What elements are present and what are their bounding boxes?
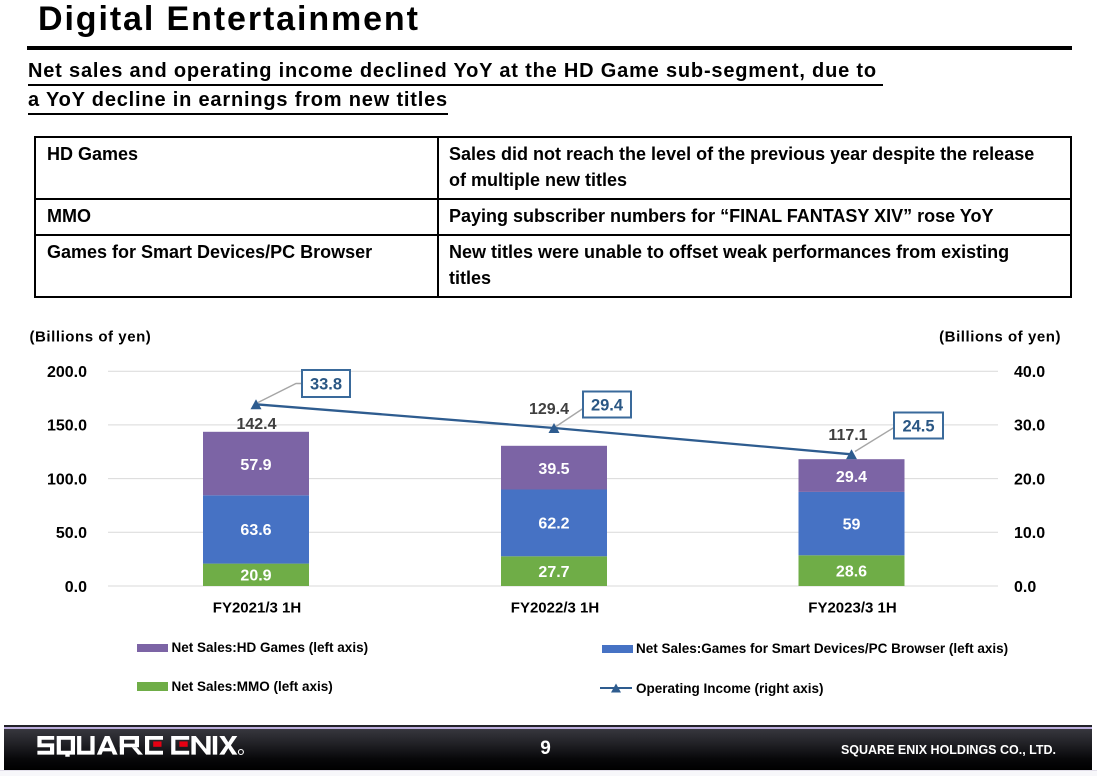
svg-text:27.7: 27.7	[538, 564, 569, 581]
svg-text:150.0: 150.0	[47, 418, 87, 435]
svg-text:59: 59	[843, 516, 861, 533]
svg-text:FY2022/3 1H: FY2022/3 1H	[511, 599, 599, 616]
svg-text:40.0: 40.0	[1014, 364, 1045, 381]
svg-text:29.4: 29.4	[591, 397, 624, 415]
svg-text:62.2: 62.2	[538, 516, 569, 533]
svg-text:57.9: 57.9	[240, 457, 271, 474]
svg-text:28.6: 28.6	[836, 563, 867, 580]
svg-text:117.1: 117.1	[828, 427, 867, 444]
svg-text:0.0: 0.0	[1014, 579, 1036, 596]
svg-text:200.0: 200.0	[47, 364, 87, 381]
svg-text:20.9: 20.9	[240, 568, 271, 585]
svg-text:(Billions of yen): (Billions of yen)	[30, 329, 152, 346]
svg-text:(Billions of yen): (Billions of yen)	[939, 329, 1061, 346]
svg-text:FY2023/3 1H: FY2023/3 1H	[808, 599, 896, 616]
svg-text:0.0: 0.0	[65, 579, 87, 596]
svg-text:50.0: 50.0	[56, 525, 87, 542]
svg-text:39.5: 39.5	[538, 461, 569, 478]
svg-text:29.4: 29.4	[836, 469, 867, 486]
svg-text:20.0: 20.0	[1014, 471, 1045, 488]
svg-text:129.4: 129.4	[529, 401, 569, 418]
svg-text:FY2021/3 1H: FY2021/3 1H	[213, 599, 301, 616]
svg-text:142.4: 142.4	[236, 416, 276, 433]
svg-text:63.6: 63.6	[240, 522, 271, 539]
svg-text:24.5: 24.5	[902, 418, 934, 436]
svg-text:33.8: 33.8	[310, 376, 342, 394]
svg-text:100.0: 100.0	[47, 471, 87, 488]
svg-text:30.0: 30.0	[1014, 418, 1045, 435]
svg-text:10.0: 10.0	[1014, 525, 1045, 542]
